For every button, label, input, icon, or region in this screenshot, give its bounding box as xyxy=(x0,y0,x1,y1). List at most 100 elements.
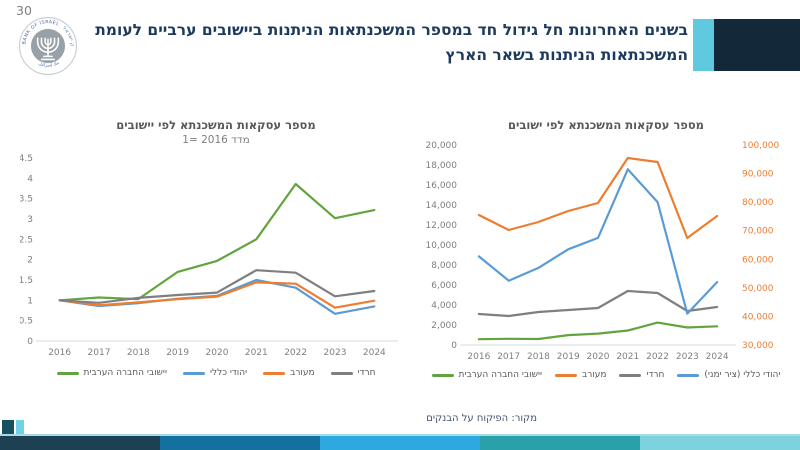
legend-entry: מעורב xyxy=(555,370,606,380)
legend-label: יהודי כללי (ציר ימני) xyxy=(704,370,781,380)
axis-tick-label: 2019 xyxy=(166,348,189,358)
source-note: מקור: הפיקוח על הבנקים xyxy=(426,413,537,424)
axis-tick-label: 2022 xyxy=(284,348,307,358)
strip-segment xyxy=(640,436,800,450)
axis-tick-label: 2016 xyxy=(467,352,490,362)
axis-tick-label: 2019 xyxy=(557,352,580,362)
axis-tick-label: 4.5 xyxy=(20,154,33,164)
axis-tick-label: 2022 xyxy=(646,352,669,362)
legend-entry: יהודי כללי xyxy=(182,368,248,378)
count-chart-legend: יישובי החברה הערבית מעורב חרדי יהודי כללי (… xyxy=(420,370,792,380)
axis-tick-label: 16,000 xyxy=(426,181,458,191)
legend-label: יישובי החברה הערבית xyxy=(458,370,542,380)
legend-label: חרדי xyxy=(646,370,665,380)
axis-tick-label: 10,000 xyxy=(426,241,458,251)
axis-tick-label: 20,000 xyxy=(426,141,458,151)
axis-tick-label: 90,000 xyxy=(742,170,774,180)
axis-tick-label: 14,000 xyxy=(426,201,458,211)
series-line xyxy=(58,281,376,309)
svg-text:بنك إسرائيل: بنك إسرائيل xyxy=(38,61,61,69)
series-line xyxy=(477,168,719,315)
legend-swatch xyxy=(263,371,286,375)
index-chart: מספר עסקאות המשכנתא לפי יישובים מדד 2016… xyxy=(20,118,412,378)
series-line xyxy=(58,269,376,304)
legend-label: יישובי החברה הערבית xyxy=(83,368,167,378)
strip-segment xyxy=(480,436,640,450)
series-line xyxy=(477,289,719,318)
axis-tick-label: 40,000 xyxy=(742,312,774,322)
legend-label: חרדי xyxy=(357,368,376,378)
series-line xyxy=(477,156,719,240)
page-number: 30 xyxy=(16,3,32,18)
axis-tick-label: 30,000 xyxy=(742,341,774,351)
axis-tick-label: 2023 xyxy=(324,348,347,358)
bank-of-israel-logo: BANK OF ISRAEL בנק ישראל بنك إسرائيل xyxy=(18,16,77,75)
legend-label: מעורב xyxy=(290,368,315,378)
axis-tick-label: 1.5 xyxy=(20,276,33,286)
axis-tick-label: 18,000 xyxy=(426,161,458,171)
axis-tick-label: 2018 xyxy=(127,348,150,358)
count-chart-canvas: 0 2,000 4,000 6,000 8,000 10,000 12,000 14,000 1… xyxy=(426,141,780,362)
legend-swatch xyxy=(555,373,577,377)
logo-ring-text-ar: بنك إسرائيل xyxy=(38,61,61,69)
strip-segment xyxy=(0,436,160,450)
legend-label: מעורב xyxy=(582,370,607,380)
legend-entry: יישובי החברה הערבית xyxy=(56,368,167,378)
strip-segment xyxy=(160,436,320,450)
axis-tick-label: 2016 xyxy=(48,348,71,358)
bottom-strip xyxy=(0,436,800,450)
legend-entry: חרדי xyxy=(619,370,664,380)
axis-tick-label: 4 xyxy=(27,174,33,184)
axis-tick-label: 12,000 xyxy=(426,221,458,231)
legend-entry: חרדי xyxy=(330,368,376,378)
footer-corner-square-cyan xyxy=(16,420,24,434)
legend-swatch xyxy=(677,373,700,377)
axis-tick-label: 50,000 xyxy=(742,284,774,294)
axis-tick-label: 2020 xyxy=(206,348,229,358)
axis-tick-label: 2 xyxy=(27,256,33,266)
axis-tick-label: 2.5 xyxy=(20,235,33,245)
axis-tick-label: 2021 xyxy=(245,348,268,358)
series-line xyxy=(477,321,719,341)
series-line xyxy=(58,182,376,302)
legend-entry: יישובי החברה הערבית xyxy=(431,370,542,380)
legend-label: יהודי כללי xyxy=(209,368,248,378)
axis-tick-label: 2024 xyxy=(706,352,729,362)
axis-tick-label: 2018 xyxy=(527,352,550,362)
slide-title: בשנים האחרונות חל גידול חד במספר המשכנתא… xyxy=(48,18,688,68)
axis-tick-label: 3.5 xyxy=(20,195,33,205)
footer-divider-line xyxy=(0,434,800,436)
axis-tick-label: 100,000 xyxy=(742,141,779,151)
axis-tick-label: 80,000 xyxy=(742,198,774,208)
axis-tick-label: 3 xyxy=(27,215,33,225)
legend-swatch xyxy=(431,373,454,377)
index-chart-canvas: 0 0.5 1 1.5 2 2.5 3 3.5 4 4.5 2016 2017 2018 2019 2020… xyxy=(20,154,398,358)
axis-tick-label: 2021 xyxy=(616,352,639,362)
legend-swatch xyxy=(182,371,205,375)
axis-tick-label: 2023 xyxy=(676,352,699,362)
axis-tick-label: 0 xyxy=(451,341,457,351)
strip-segment xyxy=(320,436,480,450)
title-accent-cyan xyxy=(693,19,714,71)
menorah-icon xyxy=(36,37,60,61)
legend-entry: יהודי כללי (ציר ימני) xyxy=(677,370,780,380)
axis-tick-label: 0.5 xyxy=(20,317,33,327)
legend-swatch xyxy=(619,373,642,377)
slide-title-line-1: בשנים האחרונות חל גידול חד במספר המשכנתא… xyxy=(95,21,688,39)
count-chart-title: מספר עסקאות המשכנתא לפי ישובים xyxy=(507,118,705,132)
axis-tick-label: 8,000 xyxy=(431,261,457,271)
axis-tick-label: 70,000 xyxy=(742,227,774,237)
axis-tick-label: 60,000 xyxy=(742,255,774,265)
index-chart-legend: יישובי החברה הערבית יהודי כללי מעורב חרדי xyxy=(20,368,412,378)
title-accent-navy xyxy=(714,19,800,71)
axis-tick-label: 0 xyxy=(27,337,33,347)
axis-tick-label: 1 xyxy=(27,296,33,306)
count-chart: מספר עסקאות המשכנתא לפי ישובים 0 2,000 4,0… xyxy=(420,118,792,380)
axis-tick-label: 2017 xyxy=(88,348,111,358)
legend-entry: מעורב xyxy=(263,368,315,378)
axis-tick-label: 2,000 xyxy=(431,321,457,331)
slide-title-line-2: המשכנתאות הניתנות בשאר הארץ xyxy=(445,46,688,65)
axis-tick-label: 2024 xyxy=(363,348,386,358)
legend-swatch xyxy=(330,371,353,375)
